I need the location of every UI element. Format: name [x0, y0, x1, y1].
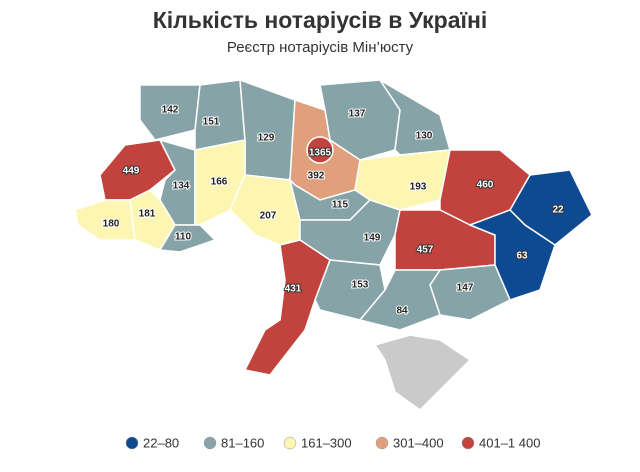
region — [358, 269, 442, 331]
legend-swatch — [461, 436, 475, 450]
legend-swatch — [125, 436, 139, 450]
region — [194, 79, 246, 151]
region-label: 110 — [175, 232, 192, 243]
legend-swatch — [283, 436, 297, 450]
region-label: 149 — [364, 233, 381, 244]
region — [239, 78, 296, 181]
region-label: 449 — [123, 166, 140, 177]
region-label: 151 — [203, 117, 220, 128]
region-label: 63 — [516, 251, 528, 262]
subtitle: Реєстр нотаріусів Мін’юсту — [227, 39, 414, 56]
region-label: 1365 — [309, 148, 332, 159]
region — [139, 84, 201, 141]
region-label: 460 — [477, 180, 494, 191]
region-label: 147 — [457, 283, 474, 294]
region-label: 457 — [417, 245, 434, 256]
region-label: 115 — [332, 200, 349, 211]
crimea — [373, 334, 472, 411]
region-label: 392 — [308, 171, 325, 182]
legend-swatch — [203, 436, 217, 450]
region-label: 207 — [260, 211, 277, 222]
region-label: 181 — [139, 209, 156, 220]
region-label: 22 — [552, 205, 564, 216]
legend-label: 22–80 — [143, 435, 179, 450]
region-label: 137 — [349, 109, 366, 120]
legend-label: 161–300 — [301, 435, 352, 450]
legend-swatch — [375, 436, 389, 450]
region-label: 180 — [103, 219, 120, 230]
region-label: 431 — [285, 284, 302, 295]
legend-label: 301–400 — [393, 435, 444, 450]
region — [243, 239, 331, 376]
legend-label: 81–160 — [221, 435, 264, 450]
region-label: 166 — [211, 177, 228, 188]
region-label: 153 — [352, 280, 369, 291]
title: Кількість нотаріусів в Україні — [153, 7, 488, 33]
region-label: 142 — [162, 105, 179, 116]
region — [158, 224, 217, 253]
region-label: 84 — [396, 306, 408, 317]
legend-label: 401–1 400 — [479, 435, 540, 450]
region — [306, 136, 334, 164]
region-label: 129 — [258, 133, 275, 144]
region-label: 134 — [173, 181, 190, 192]
region-label: 193 — [410, 182, 427, 193]
region-label: 130 — [416, 131, 433, 142]
